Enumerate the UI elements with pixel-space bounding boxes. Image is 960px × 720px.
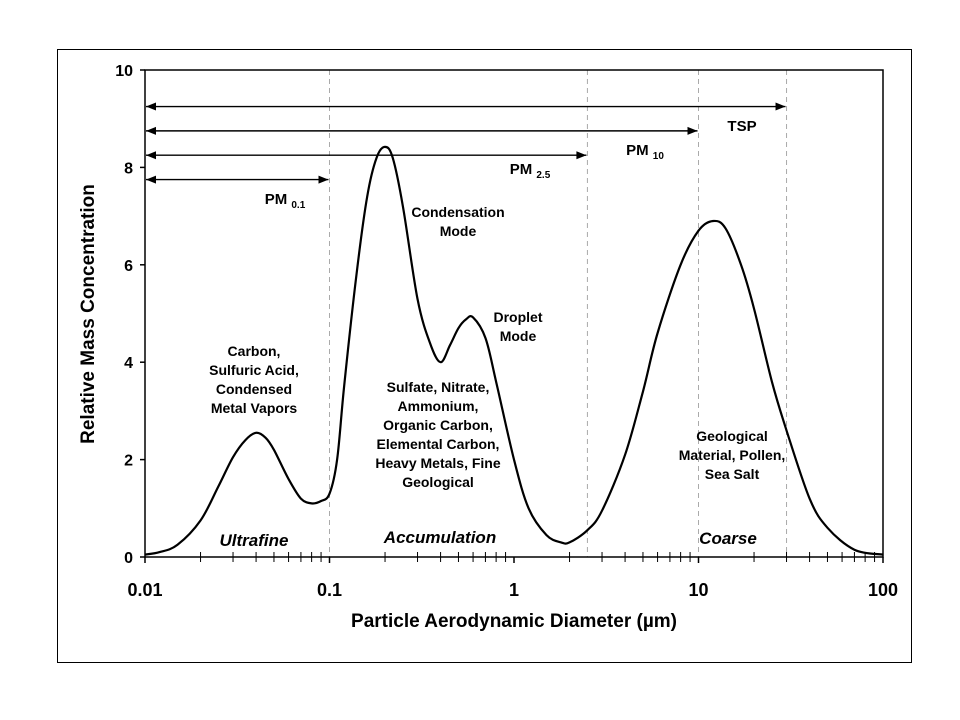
range-label: PM 2.5: [510, 161, 551, 181]
range-arrow-head-left: [146, 102, 156, 111]
range-arrow-head-left: [146, 126, 156, 135]
x-axis-label: Particle Aerodynamic Diameter (µm): [351, 611, 677, 632]
y-axis-label: Relative Mass Concentration: [78, 184, 99, 444]
x-tick-label: 100: [868, 580, 898, 600]
x-tick-label: 1: [509, 580, 519, 600]
y-tick-label: 6: [124, 258, 133, 275]
mode-label-accumulation: Accumulation: [383, 528, 496, 547]
x-tick-label: 0.01: [127, 580, 162, 600]
annotation-label: Condensation Mode: [411, 204, 504, 239]
annotation-label: Sulfate, Nitrate, Ammonium, Organic Carbon…: [375, 379, 500, 490]
range-label: TSP: [727, 118, 756, 135]
x-tick-label: 10: [688, 580, 708, 600]
mode-label-ultrafine: Ultrafine: [220, 531, 289, 550]
annotation-label: Carbon, Sulfuric Acid, Condensed Metal Vapo…: [209, 343, 299, 416]
range-arrow-head-right: [318, 175, 329, 184]
y-tick-label: 8: [124, 160, 133, 177]
range-arrow-head-right: [576, 151, 587, 160]
range-label: PM 10: [626, 142, 664, 162]
y-tick-label: 10: [115, 63, 133, 80]
mode-label-coarse: Coarse: [699, 529, 757, 548]
mass-distribution-curve: [144, 145, 884, 556]
y-tick-label: 0: [124, 550, 133, 567]
range-label: PM 0.1: [265, 191, 306, 211]
axes: 0 2 4 6 8 10 0.01 0.1 1 10 100: [115, 63, 898, 600]
chart-labels: Carbon, Sulfuric Acid, Condensed Metal Vapo…: [209, 204, 785, 490]
range-arrow-head-left: [146, 175, 156, 184]
y-tick-label: 4: [124, 355, 133, 372]
range-arrow-head-right: [687, 126, 698, 135]
chart-frame: [57, 49, 912, 663]
annotation-label: Droplet Mode: [494, 309, 543, 344]
boundary-lines: [329, 70, 788, 557]
range-arrow-head-left: [146, 151, 156, 160]
annotation-label: Geological Material, Pollen, Sea Salt: [679, 428, 786, 482]
y-tick-label: 2: [124, 453, 133, 470]
range-arrow-head-right: [775, 102, 786, 111]
pm-ranges: PM 0.1 PM 2.5 PM 10 TSP: [146, 102, 786, 211]
x-tick-label: 0.1: [317, 580, 342, 600]
